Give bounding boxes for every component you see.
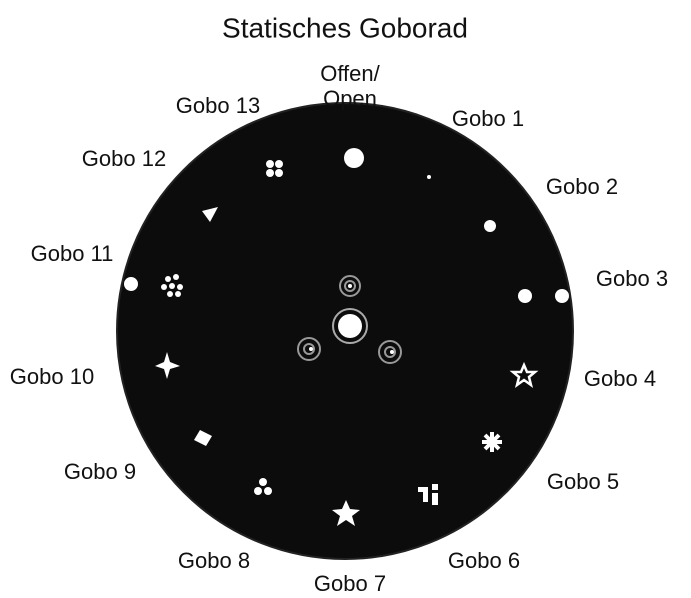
gobo-label: Gobo 1 (452, 106, 524, 131)
rotating-gobo (309, 347, 313, 351)
gobo-label: Gobo 2 (546, 174, 618, 199)
gobo-label: Gobo 3 (596, 266, 668, 291)
open-label: Open (323, 86, 377, 111)
gobo-label: Gobo 6 (448, 548, 520, 573)
rotating-gobo (390, 350, 394, 354)
gobo-wheel-diagram: Statisches Goborad (0, 0, 691, 598)
rotating-gobo (348, 284, 352, 288)
gobo-label: Gobo 9 (64, 459, 136, 484)
gobo-label: Gobo 13 (176, 93, 260, 118)
gobo-hole (484, 220, 496, 232)
gobo-label: Gobo 4 (584, 366, 656, 391)
open-label: Offen/ (320, 61, 380, 86)
gobo-label: Gobo 12 (82, 146, 166, 171)
gobo-hole (555, 289, 569, 303)
open-hole (344, 148, 364, 168)
title: Statisches Goborad (222, 12, 468, 43)
gobo-hole (427, 175, 431, 179)
center-hole (338, 314, 362, 338)
gobo-hole (482, 432, 502, 452)
gobo-label: Gobo 7 (314, 571, 386, 596)
gobo-label: Gobo 8 (178, 548, 250, 573)
gobo-hole (518, 289, 532, 303)
gobo-label: Gobo 10 (10, 364, 94, 389)
gobo-label: Gobo 5 (547, 469, 619, 494)
gobo-hole (124, 277, 138, 291)
gobo-label: Gobo 11 (31, 241, 114, 266)
